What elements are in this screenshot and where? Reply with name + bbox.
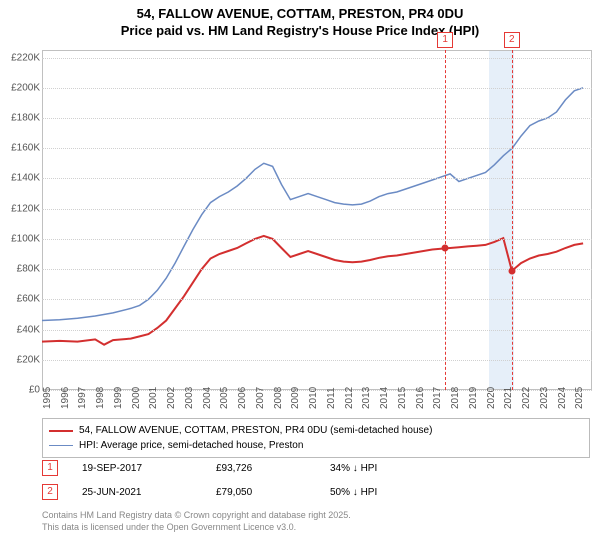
xtick-label: 1999 xyxy=(113,387,124,409)
ytick-label: £200K xyxy=(0,82,40,93)
ytick-label: £220K xyxy=(0,52,40,63)
xtick-label: 1998 xyxy=(95,387,106,409)
gridline-h xyxy=(42,299,592,300)
sales-table: 1 19-SEP-2017 £93,726 34% ↓ HPI 2 25-JUN-2021… xyxy=(42,460,590,508)
xtick-label: 2025 xyxy=(574,387,585,409)
xtick-label: 2013 xyxy=(361,387,372,409)
gridline-h xyxy=(42,118,592,119)
chart-container: 54, FALLOW AVENUE, COTTAM, PRESTON, PR4 … xyxy=(0,0,600,560)
sale-price: £93,726 xyxy=(216,463,306,474)
sale-dot-1 xyxy=(442,245,449,252)
xtick-label: 1997 xyxy=(77,387,88,409)
ytick-label: £80K xyxy=(0,264,40,275)
legend-swatch xyxy=(49,445,73,446)
ytick-label: £100K xyxy=(0,233,40,244)
xtick-label: 2021 xyxy=(503,387,514,409)
xtick-label: 2010 xyxy=(308,387,319,409)
legend-row: 54, FALLOW AVENUE, COTTAM, PRESTON, PR4 … xyxy=(49,423,583,438)
gridline-h xyxy=(42,360,592,361)
footer-line-1: Contains HM Land Registry data © Crown c… xyxy=(42,510,351,522)
xtick-label: 2023 xyxy=(539,387,550,409)
xtick-label: 2003 xyxy=(184,387,195,409)
sale-date: 19-SEP-2017 xyxy=(82,463,192,474)
xtick-label: 2022 xyxy=(521,387,532,409)
xtick-label: 2006 xyxy=(237,387,248,409)
xtick-label: 2019 xyxy=(468,387,479,409)
gridline-h xyxy=(42,239,592,240)
legend-label: HPI: Average price, semi-detached house,… xyxy=(79,438,303,453)
xtick-label: 1996 xyxy=(60,387,71,409)
xtick-label: 2002 xyxy=(166,387,177,409)
xtick-label: 2014 xyxy=(379,387,390,409)
sale-price: £79,050 xyxy=(216,487,306,498)
xtick-label: 2007 xyxy=(255,387,266,409)
marker-line-1 xyxy=(445,50,446,390)
xtick-label: 2017 xyxy=(432,387,443,409)
xtick-label: 2020 xyxy=(486,387,497,409)
sale-row: 1 19-SEP-2017 £93,726 34% ↓ HPI xyxy=(42,460,590,476)
gridline-h xyxy=(42,330,592,331)
footer-attribution: Contains HM Land Registry data © Crown c… xyxy=(42,510,351,533)
ytick-label: £180K xyxy=(0,113,40,124)
series-price_paid xyxy=(42,236,583,345)
ytick-label: £160K xyxy=(0,143,40,154)
ytick-label: £60K xyxy=(0,294,40,305)
legend-row: HPI: Average price, semi-detached house,… xyxy=(49,438,583,453)
xtick-label: 2016 xyxy=(415,387,426,409)
marker-line-2 xyxy=(512,50,513,390)
xtick-label: 2012 xyxy=(344,387,355,409)
gridline-h xyxy=(42,88,592,89)
xtick-label: 2018 xyxy=(450,387,461,409)
xtick-label: 2011 xyxy=(326,387,337,409)
gridline-h xyxy=(42,209,592,210)
title-line-1: 54, FALLOW AVENUE, COTTAM, PRESTON, PR4 … xyxy=(0,6,600,23)
sale-date: 25-JUN-2021 xyxy=(82,487,192,498)
legend-label: 54, FALLOW AVENUE, COTTAM, PRESTON, PR4 … xyxy=(79,423,432,438)
legend-swatch xyxy=(49,430,73,432)
xtick-label: 2009 xyxy=(290,387,301,409)
sale-row: 2 25-JUN-2021 £79,050 50% ↓ HPI xyxy=(42,484,590,500)
xtick-label: 2015 xyxy=(397,387,408,409)
gridline-h xyxy=(42,58,592,59)
ytick-label: £20K xyxy=(0,354,40,365)
gridline-h xyxy=(42,178,592,179)
xtick-label: 2004 xyxy=(202,387,213,409)
ytick-label: £120K xyxy=(0,203,40,214)
ytick-label: £0 xyxy=(0,385,40,396)
sale-hpi-diff: 50% ↓ HPI xyxy=(330,487,470,498)
xtick-label: 2000 xyxy=(131,387,142,409)
xtick-label: 2001 xyxy=(148,387,159,409)
sale-dot-2 xyxy=(508,267,515,274)
legend: 54, FALLOW AVENUE, COTTAM, PRESTON, PR4 … xyxy=(42,418,590,458)
xtick-label: 2024 xyxy=(557,387,568,409)
gridline-h xyxy=(42,148,592,149)
sale-hpi-diff: 34% ↓ HPI xyxy=(330,463,470,474)
sale-marker-icon: 1 xyxy=(42,460,58,476)
series-svg xyxy=(42,50,592,390)
xtick-label: 1995 xyxy=(42,387,53,409)
xtick-label: 2005 xyxy=(219,387,230,409)
xtick-label: 2008 xyxy=(273,387,284,409)
marker-box-2: 2 xyxy=(504,32,520,48)
ytick-label: £40K xyxy=(0,324,40,335)
series-hpi xyxy=(42,88,583,321)
sale-marker-icon: 2 xyxy=(42,484,58,500)
marker-box-1: 1 xyxy=(437,32,453,48)
plot-area: £0£20K£40K£60K£80K£100K£120K£140K£160K£1… xyxy=(42,50,592,390)
ytick-label: £140K xyxy=(0,173,40,184)
footer-line-2: This data is licensed under the Open Gov… xyxy=(42,522,351,534)
